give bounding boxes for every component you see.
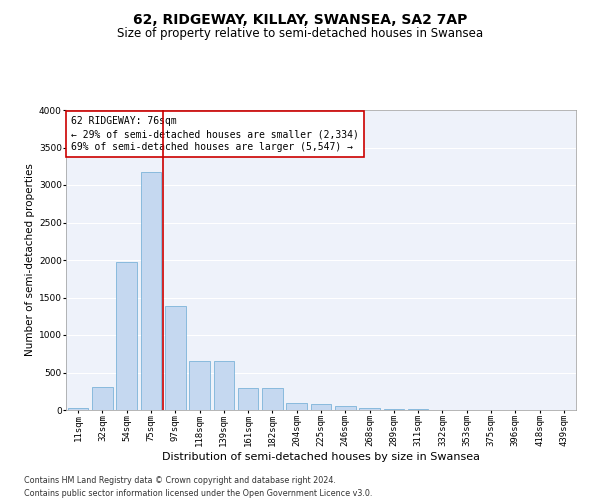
Text: 62, RIDGEWAY, KILLAY, SWANSEA, SA2 7AP: 62, RIDGEWAY, KILLAY, SWANSEA, SA2 7AP	[133, 12, 467, 26]
Text: Size of property relative to semi-detached houses in Swansea: Size of property relative to semi-detach…	[117, 28, 483, 40]
Bar	[359, 408, 380, 410]
Bar	[238, 388, 259, 410]
Bar	[262, 388, 283, 410]
X-axis label: Distribution of semi-detached houses by size in Swansea: Distribution of semi-detached houses by …	[162, 452, 480, 462]
Bar	[116, 262, 137, 410]
Bar	[92, 387, 113, 410]
Bar	[214, 361, 234, 410]
Text: Contains HM Land Registry data © Crown copyright and database right 2024.
Contai: Contains HM Land Registry data © Crown c…	[24, 476, 373, 498]
Bar	[311, 404, 331, 410]
Bar	[189, 361, 210, 410]
Bar	[68, 408, 88, 410]
Text: 62 RIDGEWAY: 76sqm
← 29% of semi-detached houses are smaller (2,334)
69% of semi: 62 RIDGEWAY: 76sqm ← 29% of semi-detache…	[71, 116, 359, 152]
Bar	[140, 172, 161, 410]
Bar	[286, 402, 307, 410]
Y-axis label: Number of semi-detached properties: Number of semi-detached properties	[25, 164, 35, 356]
Bar	[383, 408, 404, 410]
Bar	[408, 409, 428, 410]
Bar	[165, 306, 185, 410]
Bar	[335, 406, 356, 410]
